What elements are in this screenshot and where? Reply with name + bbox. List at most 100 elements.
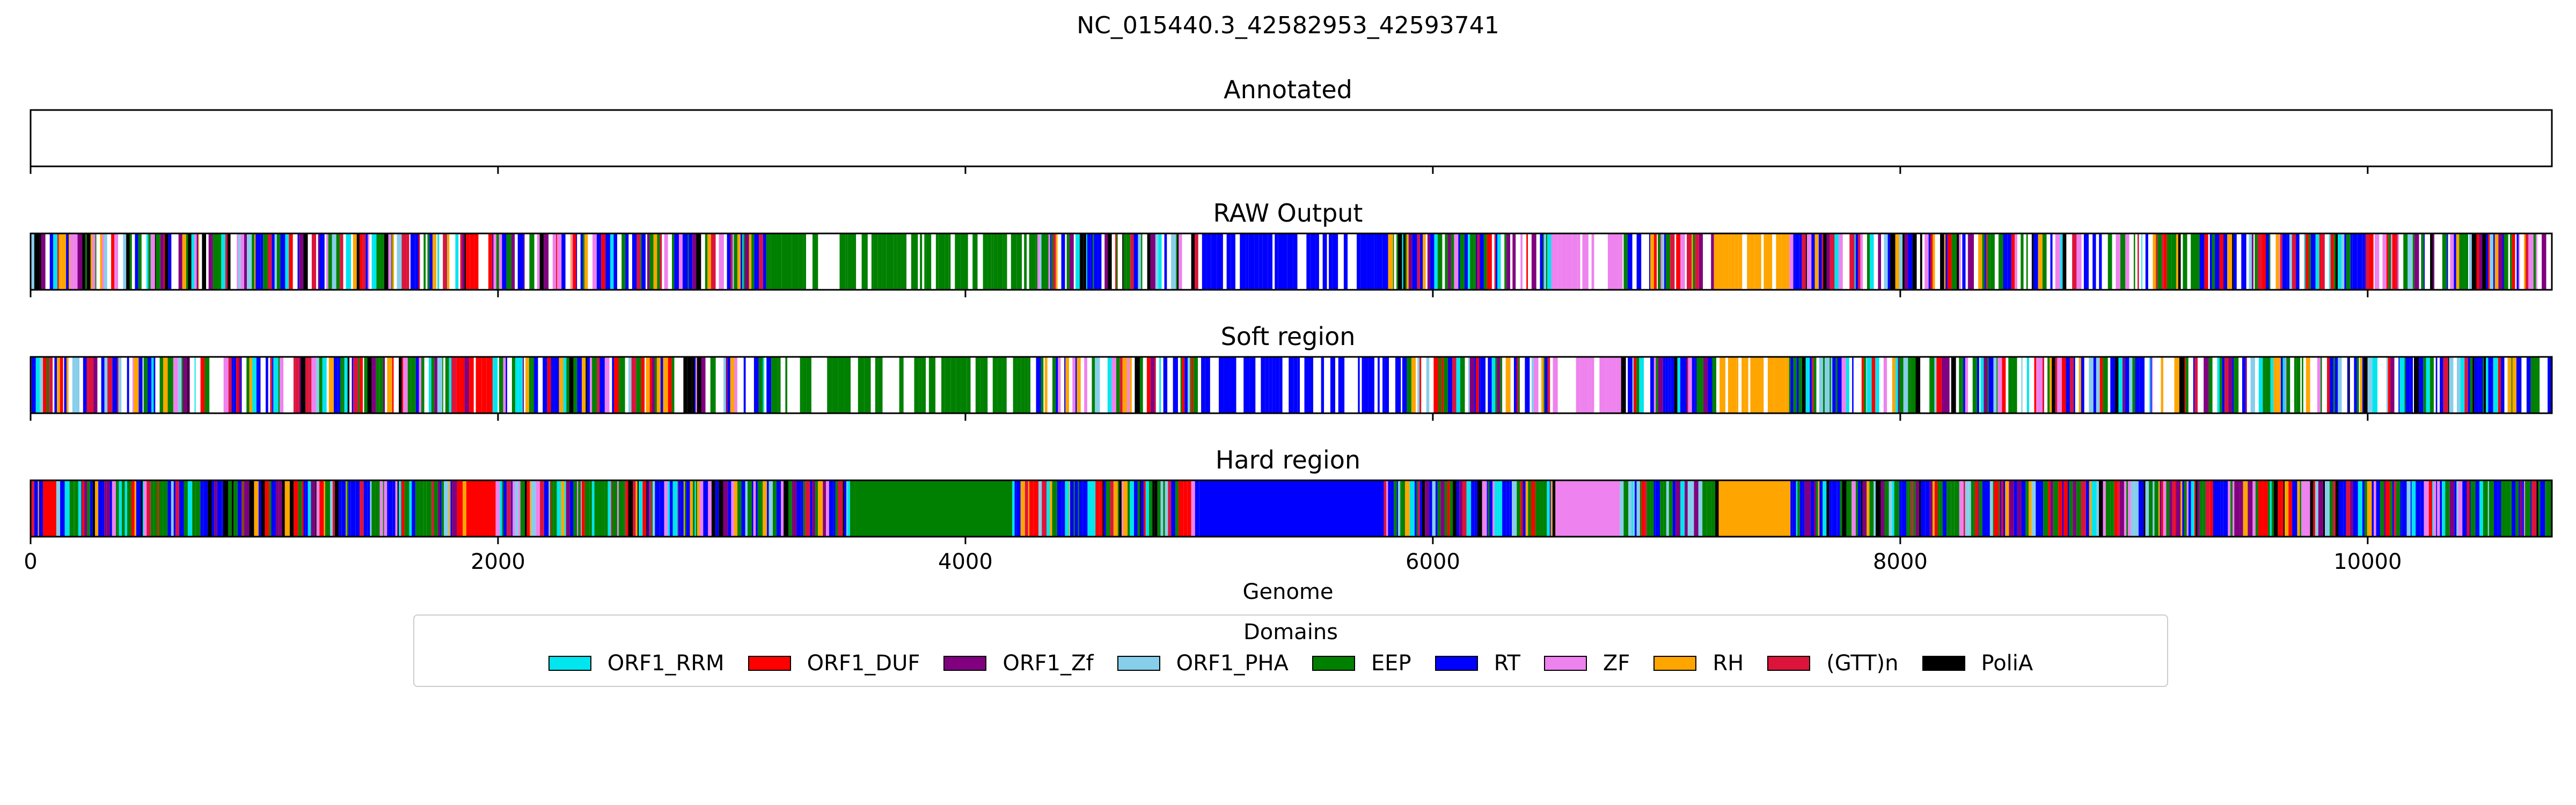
domain-bar xyxy=(104,357,108,413)
domain-bar xyxy=(163,357,168,413)
domain-bar xyxy=(1858,233,1861,290)
domain-bar xyxy=(1077,357,1081,413)
domain-bar xyxy=(2088,233,2093,290)
domain-bar xyxy=(2377,357,2383,413)
domain-bar xyxy=(1964,233,1966,290)
domain-bar xyxy=(2501,480,2506,537)
domain-bar xyxy=(1416,357,1418,413)
domain-bar xyxy=(2003,480,2006,537)
domain-bar xyxy=(388,480,393,537)
domain-bar xyxy=(1494,233,1496,290)
domain-bar xyxy=(831,480,833,537)
domain-bar xyxy=(2232,233,2234,290)
domain-bar xyxy=(2188,357,2193,413)
domain-bar xyxy=(1405,480,1410,537)
domain-bar xyxy=(449,357,452,413)
domain-bar xyxy=(1911,480,1913,537)
domain-bar xyxy=(1094,233,1098,290)
domain-bar xyxy=(2038,233,2043,290)
domain-bar xyxy=(192,480,196,537)
domain-bar xyxy=(652,357,655,413)
domain-bar xyxy=(2246,357,2251,413)
domain-bar xyxy=(1550,480,1553,537)
domain-bar xyxy=(2365,233,2367,290)
domain-bar xyxy=(143,357,148,413)
domain-bar-eep xyxy=(972,233,978,290)
domain-bar xyxy=(1646,233,1649,290)
domain-bar xyxy=(719,233,724,290)
domain-bar xyxy=(2433,480,2436,537)
domain-bar xyxy=(1147,233,1151,290)
domain-bar-orf1_duf xyxy=(469,357,474,413)
domain-bar xyxy=(1140,480,1144,537)
domain-bar xyxy=(409,233,411,290)
domain-bar xyxy=(1884,233,1888,290)
domain-bar xyxy=(1929,357,1931,413)
domain-bar xyxy=(511,480,513,537)
domain-bar xyxy=(1821,233,1824,290)
domain-bar-rh xyxy=(1787,233,1790,290)
domain-bar xyxy=(642,480,647,537)
domain-bar xyxy=(2166,480,2170,537)
domain-bar xyxy=(297,233,299,290)
domain-bar xyxy=(2536,233,2537,290)
domain-bar xyxy=(2362,480,2365,537)
domain-bar xyxy=(1802,357,1806,413)
domain-bar xyxy=(223,357,229,413)
domain-bar xyxy=(92,233,96,290)
domain-bar xyxy=(141,480,143,537)
domain-bar xyxy=(324,233,327,290)
domain-bar xyxy=(195,357,201,413)
domain-bar xyxy=(1692,233,1693,290)
domain-bar xyxy=(206,233,209,290)
domain-bar xyxy=(1663,480,1666,537)
domain-bar xyxy=(1097,233,1102,290)
domain-bar-eep xyxy=(780,357,786,413)
domain-bar xyxy=(115,480,118,537)
domain-bar-rt xyxy=(1278,233,1285,290)
domain-bar-rh xyxy=(1745,357,1748,413)
domain-bar xyxy=(2395,233,2398,290)
domain-bar-rh xyxy=(1724,233,1729,290)
domain-bar-eep xyxy=(844,357,851,413)
domain-bar-rh xyxy=(1774,357,1780,413)
domain-bar xyxy=(1650,233,1654,290)
domain-bar xyxy=(628,233,632,290)
domain-bar xyxy=(550,480,551,537)
domain-bar xyxy=(1057,233,1062,290)
domain-bar xyxy=(1482,480,1487,537)
domain-bar xyxy=(2347,357,2349,413)
domain-bar xyxy=(556,233,558,290)
domain-bar-rh xyxy=(1755,357,1762,413)
domain-bar xyxy=(1167,357,1169,413)
domain-bar xyxy=(1173,357,1178,413)
domain-bar xyxy=(265,480,269,537)
domain-bar xyxy=(1793,357,1795,413)
domain-bar xyxy=(308,233,312,290)
domain-bar-zf xyxy=(1618,233,1623,290)
domain-bar xyxy=(347,480,348,537)
domain-bar xyxy=(1876,480,1881,537)
domain-bar xyxy=(199,233,201,290)
domain-bar xyxy=(1945,233,1948,290)
domain-bar xyxy=(395,480,398,537)
domain-bar xyxy=(1853,357,1856,413)
domain-bar xyxy=(252,233,255,290)
domain-bar-zf xyxy=(1594,357,1600,413)
domain-bar xyxy=(2357,357,2359,413)
domain-bar xyxy=(2523,233,2526,290)
domain-bar-eep xyxy=(941,357,945,413)
domain-bar xyxy=(256,480,259,537)
domain-bar-eep xyxy=(864,357,871,413)
domain-bar xyxy=(1943,480,1947,537)
domain-bar xyxy=(464,357,470,413)
domain-bar xyxy=(1154,357,1156,413)
domain-bar xyxy=(319,233,323,290)
domain-bar-eep xyxy=(914,357,919,413)
domain-bar xyxy=(368,233,370,290)
domain-bar xyxy=(492,357,498,413)
domain-bar xyxy=(2499,480,2501,537)
domain-bar xyxy=(271,480,275,537)
domain-bar xyxy=(1111,233,1116,290)
domain-bar-rt xyxy=(1243,357,1250,413)
